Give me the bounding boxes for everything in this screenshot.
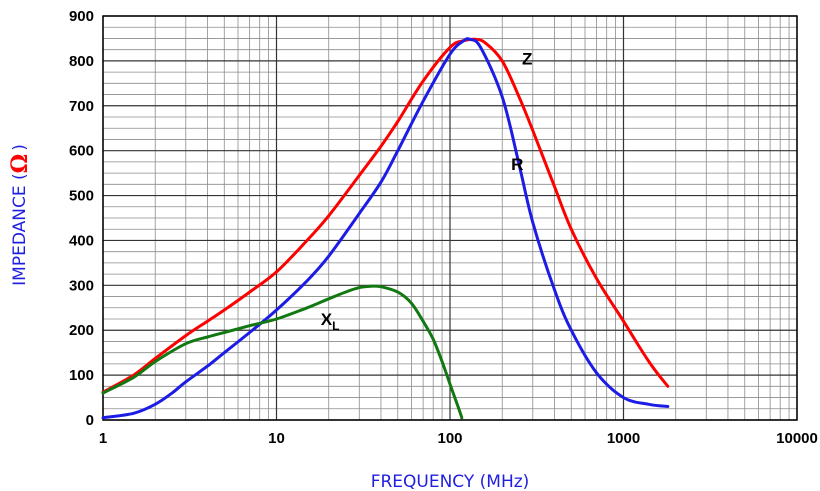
y-tick-label: 0 [86, 412, 94, 429]
curve-label-x-l: XL [321, 310, 340, 333]
x-tick-labels: 1 10 100 1000 10000 [99, 430, 818, 447]
plot-frame [102, 15, 798, 421]
y-tick-label: 700 [69, 98, 94, 115]
x-tick-label: 100 [437, 430, 462, 447]
x-tick-label: 10000 [776, 430, 818, 447]
curve-labels: Z R XL [321, 50, 533, 333]
curve-label-r: R [511, 155, 523, 174]
y-tick-label: 100 [69, 367, 94, 384]
x-axis-label: FREQUENCY (MHz) [371, 472, 530, 491]
y-axis-label: IMPEDANCE (Ω) [7, 144, 33, 286]
y-axis-label-close: ) [10, 144, 30, 151]
curve-label-z: Z [522, 50, 532, 69]
curves [101, 37, 670, 420]
svg-text:IMPEDANCE (Ω): IMPEDANCE (Ω) [7, 144, 33, 286]
y-tick-label: 400 [69, 232, 94, 249]
curve-x-l [101, 284, 464, 420]
y-tick-labels: 0 100 200 300 400 500 600 700 800 900 [69, 8, 94, 429]
y-tick-label: 800 [69, 53, 94, 70]
y-tick-label: 200 [69, 322, 94, 339]
curve-r [101, 37, 670, 420]
x-tick-label: 10 [268, 430, 285, 447]
curve-z [101, 37, 670, 394]
y-tick-label: 600 [69, 143, 94, 160]
y-tick-label: 900 [69, 8, 94, 25]
x-tick-label: 1 [99, 430, 107, 447]
ohm-symbol: Ω [7, 154, 33, 174]
y-axis-label-text: IMPEDANCE ( [10, 173, 30, 285]
y-tick-label: 300 [69, 277, 94, 294]
y-tick-label: 500 [69, 188, 94, 205]
x-tick-label: 1000 [607, 430, 640, 447]
